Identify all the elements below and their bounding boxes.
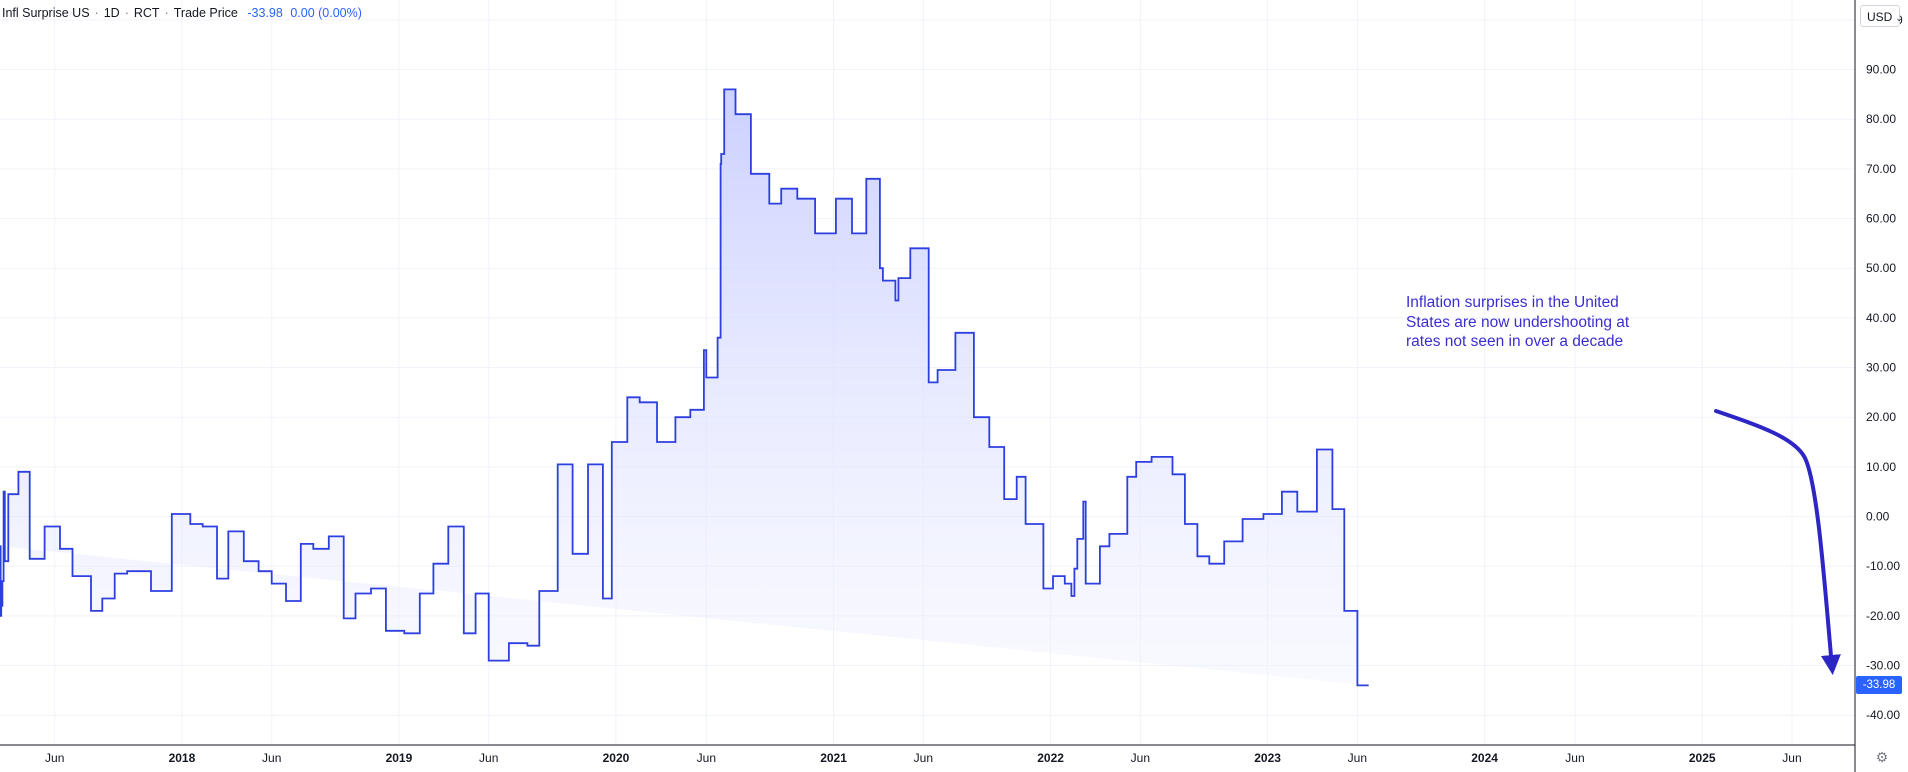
x-tick-label: Jun xyxy=(697,751,716,765)
y-tick-label: 10.00 xyxy=(1866,460,1896,474)
x-tick-label: Jun xyxy=(45,751,64,765)
last-value: -33.98 xyxy=(247,6,283,20)
series-area xyxy=(0,89,1369,686)
price-axis[interactable]: 100.0090.0080.0070.0060.0050.0040.0030.0… xyxy=(1866,13,1903,722)
series-line xyxy=(0,88,1369,687)
exchange-label: RCT xyxy=(133,6,160,20)
chevron-down-icon: ⌄ xyxy=(1895,13,1903,23)
x-tick-label: Jun xyxy=(262,751,281,765)
y-tick-label: 40.00 xyxy=(1866,311,1896,325)
symbol-name[interactable]: Infl Surprise US xyxy=(2,6,90,20)
y-tick-label: -10.00 xyxy=(1866,559,1900,573)
x-tick-label: Jun xyxy=(479,751,498,765)
x-tick-label: 2025 xyxy=(1689,751,1716,765)
y-tick-label: -30.00 xyxy=(1866,659,1900,673)
currency-button[interactable]: USD ⌄ xyxy=(1860,5,1903,27)
y-tick-label: 30.00 xyxy=(1866,361,1896,375)
y-tick-label: 50.00 xyxy=(1866,261,1896,275)
legend-header[interactable]: Infl Surprise US · 1D · RCT · Trade Price -33.… xyxy=(2,6,362,20)
y-tick-label: 20.00 xyxy=(1866,410,1896,424)
gear-icon[interactable]: ⚙ xyxy=(1875,749,1889,765)
chart-annotation[interactable]: Inflation surprises in the United States… xyxy=(1406,293,1666,352)
y-tick-label: -20.00 xyxy=(1866,609,1900,623)
x-tick-label: Jun xyxy=(1565,751,1584,765)
annotation-line-2: States are now undershooting at xyxy=(1406,313,1630,331)
x-tick-label: Jun xyxy=(1782,751,1801,765)
y-tick-label: 80.00 xyxy=(1866,112,1896,126)
y-tick-label: 90.00 xyxy=(1866,63,1896,77)
x-tick-label: 2021 xyxy=(820,751,847,765)
x-tick-label: 2023 xyxy=(1254,751,1281,765)
x-tick-label: 2024 xyxy=(1471,751,1498,765)
x-tick-label: Jun xyxy=(1348,751,1367,765)
annotation-line-3: rates not seen in over a decade xyxy=(1406,333,1624,350)
x-tick-label: 2019 xyxy=(386,751,413,765)
time-axis[interactable]: Jun 2018 Jun 2019 Jun 2020 Jun 2021 Jun 2022 Jun 20… xyxy=(45,751,1802,765)
y-tick-label: 70.00 xyxy=(1866,162,1896,176)
interval-label: 1D xyxy=(103,6,120,20)
x-tick-label: 2020 xyxy=(603,751,630,765)
x-tick-label: 2018 xyxy=(169,751,196,765)
last-price-label: -33.98 xyxy=(1856,676,1902,695)
currency-label: USD xyxy=(1867,10,1893,24)
trend-arrow xyxy=(1714,409,1841,675)
y-tick-label: 0.00 xyxy=(1866,510,1890,524)
change-value: 0.00 (0.00%) xyxy=(290,6,362,20)
x-tick-label: 2022 xyxy=(1037,751,1064,765)
price-type-label: Trade Price xyxy=(173,6,238,20)
y-tick-label: -40.00 xyxy=(1866,708,1900,722)
annotation-line-1: Inflation surprises in the United xyxy=(1406,294,1619,311)
x-tick-label: Jun xyxy=(1131,751,1150,765)
y-tick-label: 60.00 xyxy=(1866,212,1896,226)
x-tick-label: Jun xyxy=(914,751,933,765)
